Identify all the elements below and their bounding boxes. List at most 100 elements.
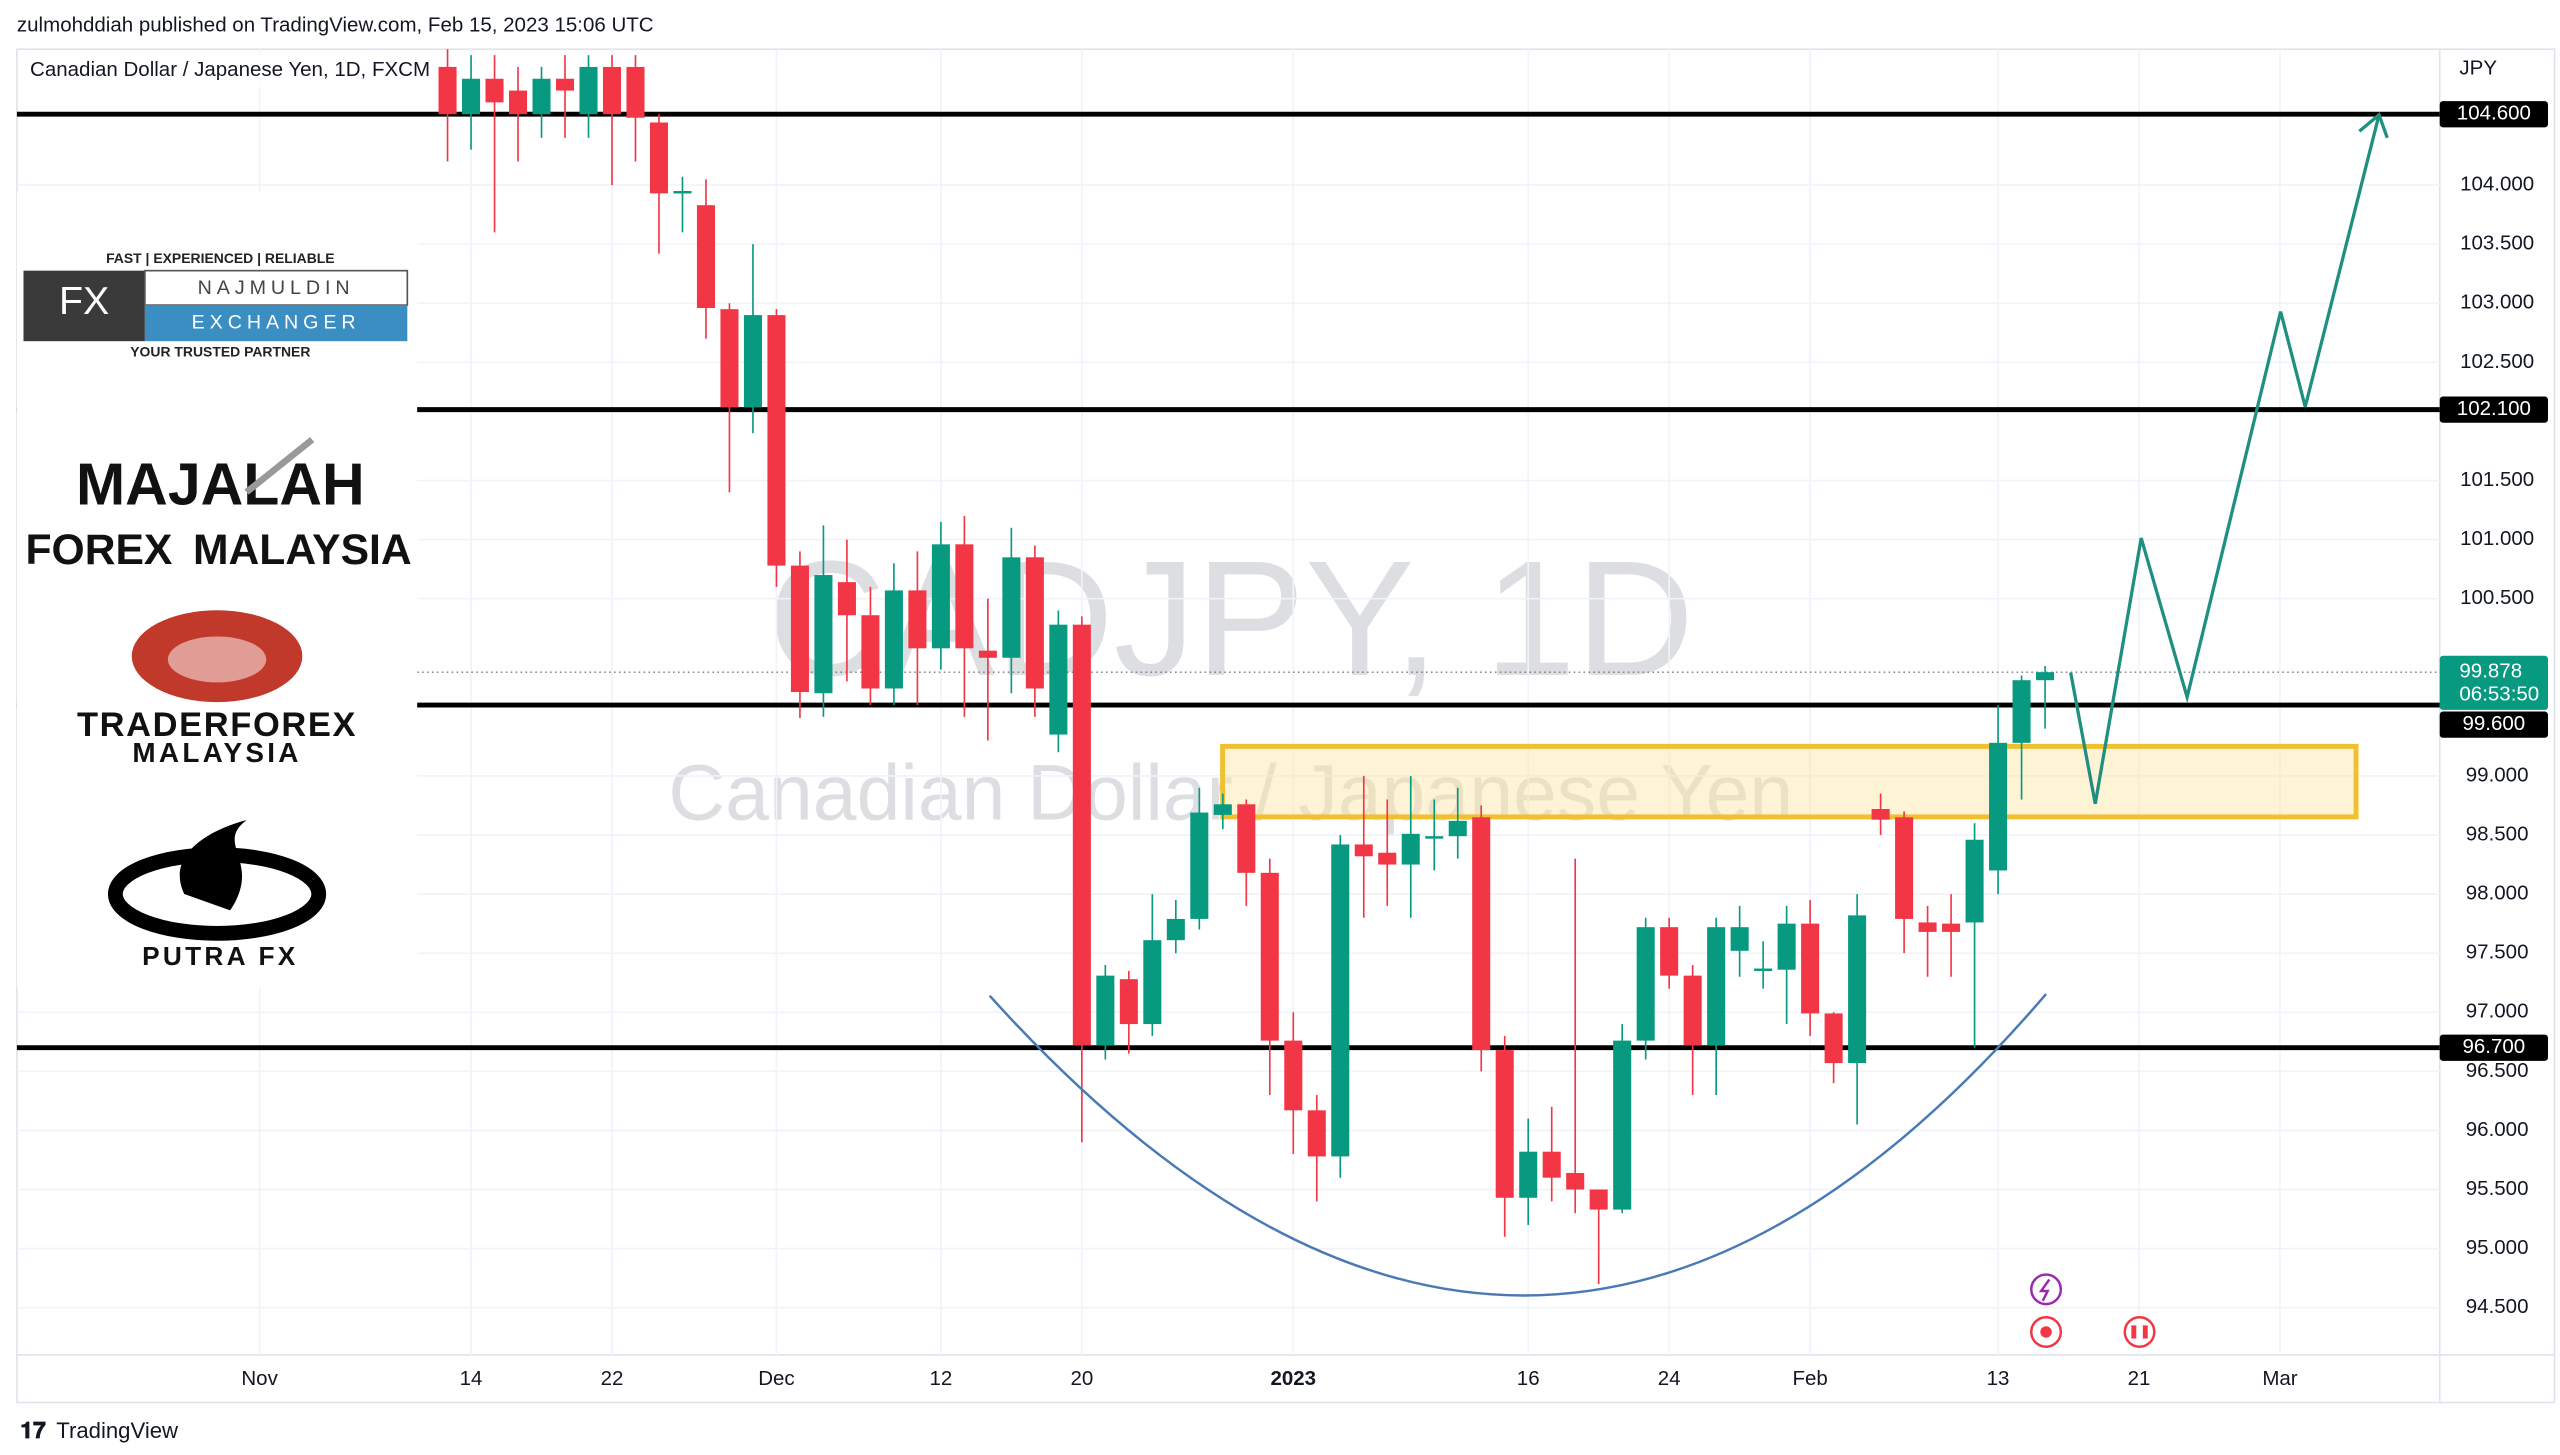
candles-layer [438,49,2055,1285]
last-price-tag [2439,655,2548,710]
y-tick-label: 95.000 [2466,1236,2529,1259]
logo-text: YOUR TRUSTED PARTNER [130,343,310,359]
candle-body [1542,1151,1561,1178]
candle-body [1284,1040,1303,1111]
candle-body [1566,1172,1585,1190]
projection-arrowhead [2358,112,2389,139]
x-tick-label: Feb [1792,1367,1827,1390]
candle-body [509,90,528,115]
level-tag [2439,101,2548,128]
candle-body [861,615,880,689]
cup-arc [988,993,2047,1297]
level-tag [2439,711,2548,738]
candle-body [1918,922,1937,932]
candle-body [462,78,481,115]
y-tick-label: 96.500 [2466,1059,2529,1082]
candle-body [978,650,997,658]
candle-body [555,78,575,91]
event-icon-dot [2040,1326,2052,1338]
candle-body [1871,809,1890,820]
candle-body [790,565,809,693]
candle-body [1143,940,1162,1025]
logos: FAST | EXPERIENCED | RELIABLE FX NAJMULD… [16,191,418,988]
candle-body [1190,812,1209,919]
y-tick-label: 96.000 [2466,1118,2529,1141]
level-tag [2439,1034,2548,1061]
flag-icon-center [2136,1325,2143,1339]
y-tick-label: 101.000 [2460,527,2534,550]
candle-body [1942,923,1961,932]
y-tick-label: 97.500 [2466,941,2529,964]
y-tick-label: 103.000 [2460,291,2534,314]
event-icon[interactable] [2030,1273,2063,1306]
watermark: CADJPY, 1D [767,527,1694,710]
candle-body [1213,804,1232,815]
candle-body [1025,557,1044,689]
published-note: zulmohddiah published on TradingView.com… [17,14,654,37]
candle-body [1965,839,1984,923]
pane-border [16,48,2556,1404]
level-tag [2439,396,2548,423]
candle-body [1801,923,1820,1014]
candle-body [1730,927,1749,951]
x-tick-label: 16 [1517,1367,1540,1390]
logo-text: FOREX [26,526,173,574]
projection-path [2069,114,2381,805]
candle-body [1354,844,1373,857]
footer-mark: 𝟏𝟕 [20,1417,46,1443]
candle-body [626,66,645,118]
y-tick-label: 104.000 [2460,173,2534,196]
x-tick-label: 2023 [1270,1367,1316,1390]
candle-body [1472,817,1491,1051]
x-tick-label: 20 [1070,1367,1093,1390]
candle-body [814,575,833,694]
candle-body [931,544,950,649]
candle-body [1331,844,1350,1157]
candle-body [1777,923,1796,970]
currency-label: JPY [2459,56,2497,79]
candle-body [1049,624,1068,735]
logo-block [23,270,145,342]
candle-body [1589,1189,1608,1210]
level-label: 104.600 [2457,102,2531,125]
candle-body [1119,979,1138,1025]
logo-arrow [244,437,315,495]
logo-text: MALAYSIA [132,737,301,768]
candle-body [696,205,715,308]
logo-text: MAJALAH [76,451,365,517]
x-tick-label: 12 [929,1367,952,1390]
candle-body [2036,672,2055,681]
candle-body [1378,852,1397,865]
candle-body [438,66,457,115]
candle-body [649,122,669,194]
demand-zone [1220,743,2359,820]
candle-body [1237,804,1256,873]
candle-body [1072,624,1091,1046]
axes-layer: 94.500 95.000 95.500 96.000 96.500 97.000 97.5… [241,101,2548,1390]
candle-body [1166,918,1185,941]
x-tick-label: 24 [1658,1367,1681,1390]
title-backdrop [20,54,423,87]
y-tick-label: 103.500 [2460,232,2534,255]
countdown-label: 06:53:50 [2459,683,2539,706]
x-tick-label: 13 [1987,1367,2010,1390]
candle-body [1707,927,1726,1046]
y-tick-label: 94.500 [2466,1295,2529,1318]
candle-body [1895,817,1914,919]
candle-body [1495,1050,1514,1198]
candle-body [720,309,739,408]
candle-body [1683,975,1702,1046]
candle-body [1425,836,1444,839]
level-label: 99.600 [2463,712,2526,735]
candle-body [1613,1040,1632,1210]
watermark-subtitle: Canadian Dollar / Japanese Yen [668,749,1793,837]
candle-body [673,191,692,194]
candle-body [1989,742,2008,871]
logo-text: PUTRA FX [142,941,298,971]
candle-body [1660,927,1679,976]
candle-body [1754,968,1773,971]
y-tick-label: 102.500 [2460,350,2534,373]
